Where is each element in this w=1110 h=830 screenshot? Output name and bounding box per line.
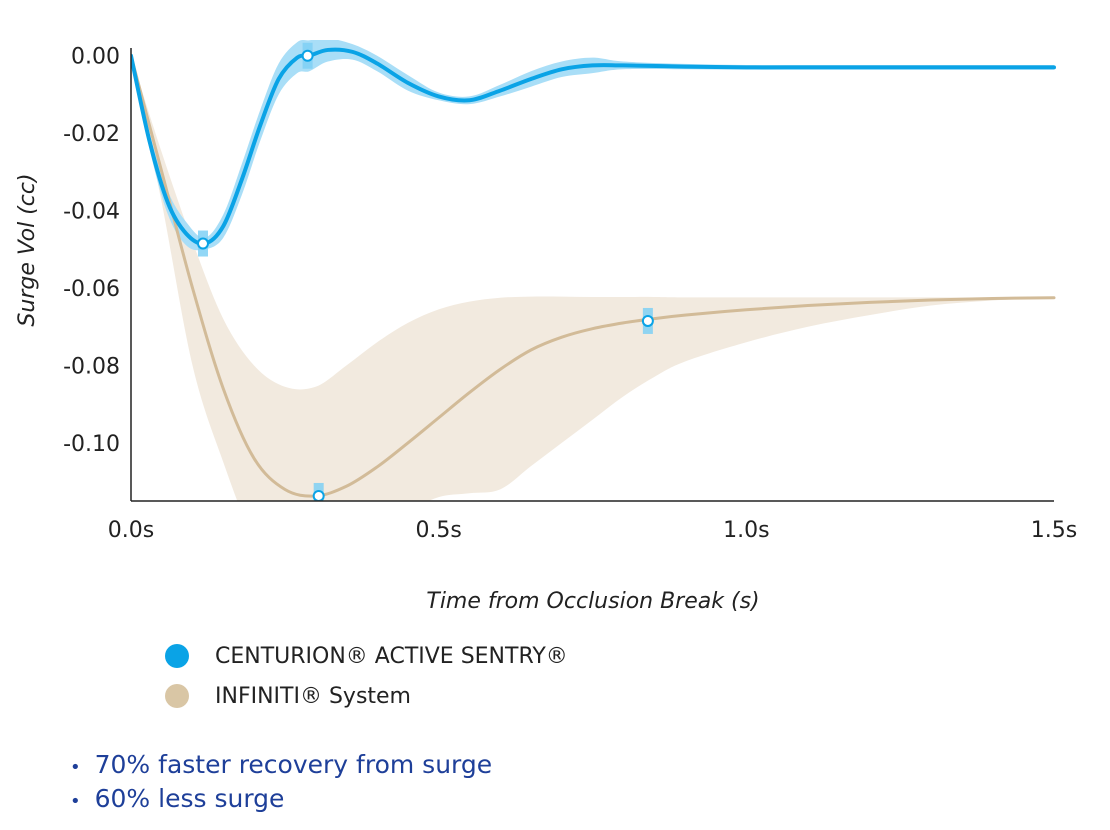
series-line-infiniti: [131, 54, 1056, 498]
confidence-band-infiniti: [131, 55, 1054, 501]
data-point-marker: [312, 489, 325, 501]
plot-area: [131, 40, 1056, 501]
legend-item-centurion: CENTURION® ACTIVE SENTRY®: [165, 636, 568, 676]
series-line-centurion: [131, 47, 1056, 246]
confidence-band-centurion: [131, 40, 1054, 251]
y-tick-label: -0.10: [63, 432, 120, 457]
x-tick-label: 0.0s: [108, 518, 154, 543]
legend-swatch-infiniti: [165, 684, 189, 708]
y-axis-title: Surge Vol (cc): [15, 173, 40, 326]
y-tick-label: -0.04: [63, 200, 120, 225]
tick-labels: 0.00 -0.02 -0.04 -0.06 -0.08 -0.10 0.0s 0.5s 1.0…: [63, 45, 1077, 543]
x-axis-title: Time from Occlusion Break (s): [426, 589, 759, 614]
benefit-item: • 70% faster recovery from surge: [70, 750, 492, 784]
benefit-item: • 60% less surge: [70, 784, 492, 818]
x-tick-label: 0.5s: [415, 518, 461, 543]
y-tick-label: -0.08: [63, 354, 120, 379]
data-point-marker: [641, 314, 654, 327]
x-tick-label: 1.5s: [1031, 518, 1077, 543]
legend-swatch-centurion: [165, 644, 189, 668]
legend-item-infiniti: INFINITI® System: [165, 676, 568, 716]
benefit-text: 70% faster recovery from surge: [94, 750, 493, 779]
y-tick-label: 0.00: [71, 45, 120, 70]
y-tick-label: -0.06: [63, 277, 120, 302]
y-tick-label: -0.02: [63, 122, 120, 147]
benefit-text: 60% less surge: [94, 784, 285, 813]
legend-label-infiniti: INFINITI® System: [215, 683, 411, 709]
data-point-marker: [301, 49, 314, 62]
surge-volume-chart: 0.00 -0.02 -0.04 -0.06 -0.08 -0.10 0.0s 0.5s 1.0…: [15, 40, 1077, 614]
key-benefits-list: • 70% faster recovery from surge • 60% l…: [70, 750, 492, 818]
legend-label-centurion: CENTURION® ACTIVE SENTRY®: [215, 643, 568, 669]
x-tick-label: 1.0s: [723, 518, 769, 543]
bullet-icon: •: [70, 791, 81, 812]
data-point-marker: [196, 237, 209, 250]
legend: CENTURION® ACTIVE SENTRY® INFINITI® Syst…: [165, 636, 568, 716]
axes: [130, 48, 1054, 502]
bullet-icon: •: [70, 757, 81, 778]
